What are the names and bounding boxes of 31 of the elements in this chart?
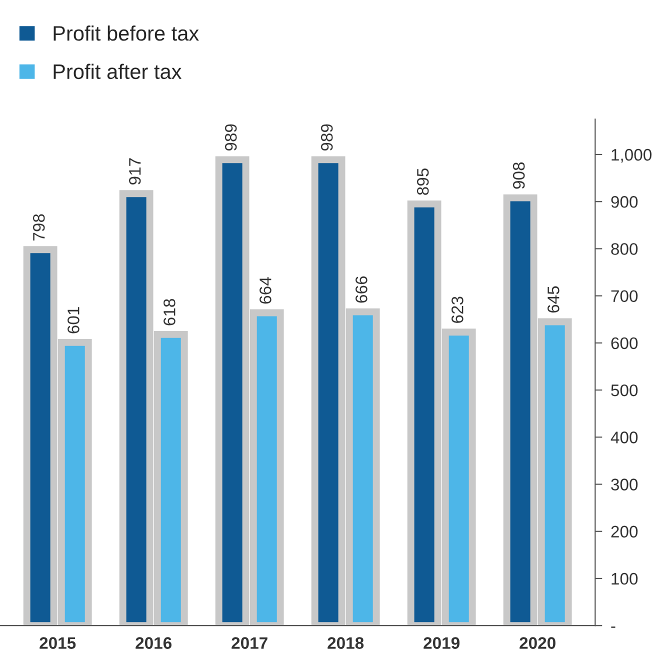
x-tick-label: 2017 xyxy=(232,637,268,649)
x-tick-label: 2015 xyxy=(40,637,76,649)
x-tick-label: 2016 xyxy=(136,637,172,649)
data-label: 798 xyxy=(32,214,45,240)
y-tick-label: 1,000 xyxy=(612,148,652,163)
y-tick-label: - xyxy=(611,626,616,628)
y-tick-label: 500 xyxy=(611,384,638,396)
data-label: 601 xyxy=(68,307,80,334)
x-tick-label: 2018 xyxy=(328,637,364,649)
y-tick-label: 800 xyxy=(611,243,638,255)
data-label: 989 xyxy=(224,124,237,151)
y-tick-label: 900 xyxy=(611,196,638,208)
y-tick-label: 400 xyxy=(610,432,638,444)
x-tick-label: 2020 xyxy=(520,637,556,649)
y-tick-label: 700 xyxy=(611,290,638,302)
y-tick-label: 200 xyxy=(611,526,638,538)
x-tick-label: 2019 xyxy=(424,637,460,649)
y-tick-label: 600 xyxy=(611,337,638,350)
data-label: 618 xyxy=(164,299,176,326)
legend-label: Profit after tax xyxy=(54,64,182,80)
data-label: 908 xyxy=(512,162,525,189)
data-label: 645 xyxy=(548,286,560,313)
y-tick-label: 300 xyxy=(611,478,638,490)
data-label: 623 xyxy=(452,296,464,323)
data-label: 989 xyxy=(320,124,333,151)
data-label: 895 xyxy=(416,168,429,195)
data-label: 917 xyxy=(128,158,141,184)
data-label: 664 xyxy=(260,277,272,304)
y-tick-label: 100 xyxy=(612,572,638,585)
legend-label: Profit before tax xyxy=(54,25,199,41)
data-label: 666 xyxy=(356,276,368,303)
